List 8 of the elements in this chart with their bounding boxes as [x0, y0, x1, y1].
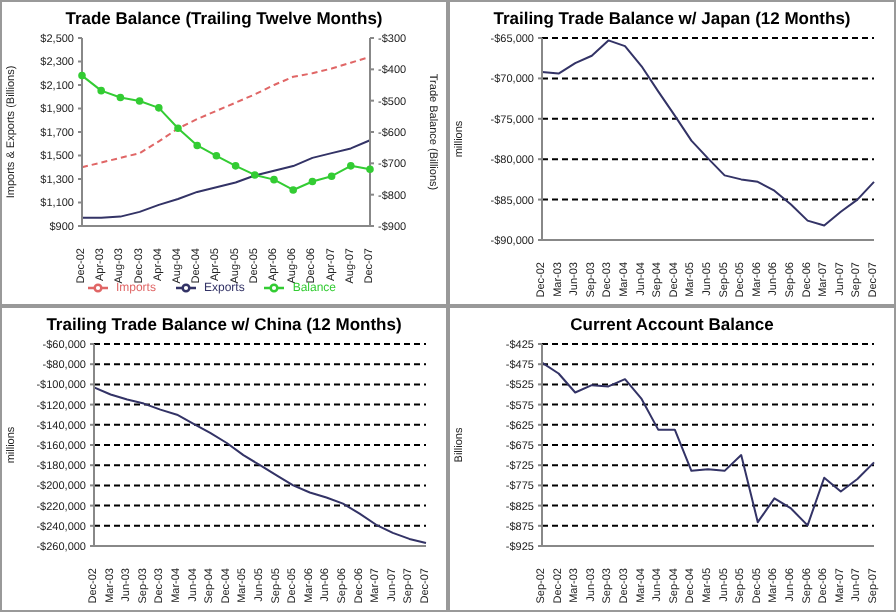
- chart-title: Current Account Balance: [568, 314, 776, 336]
- chart-title: Trailing Trade Balance w/ Japan (12 Months): [491, 8, 853, 30]
- line-series: [81, 55, 371, 169]
- chart-title: Trade Balance (Trailing Twelve Months): [63, 8, 385, 30]
- line-series: [541, 39, 875, 227]
- line-series: [541, 361, 875, 527]
- line-series: [81, 139, 371, 219]
- chart-title: Trailing Trade Balance w/ China (12 Months): [44, 314, 404, 336]
